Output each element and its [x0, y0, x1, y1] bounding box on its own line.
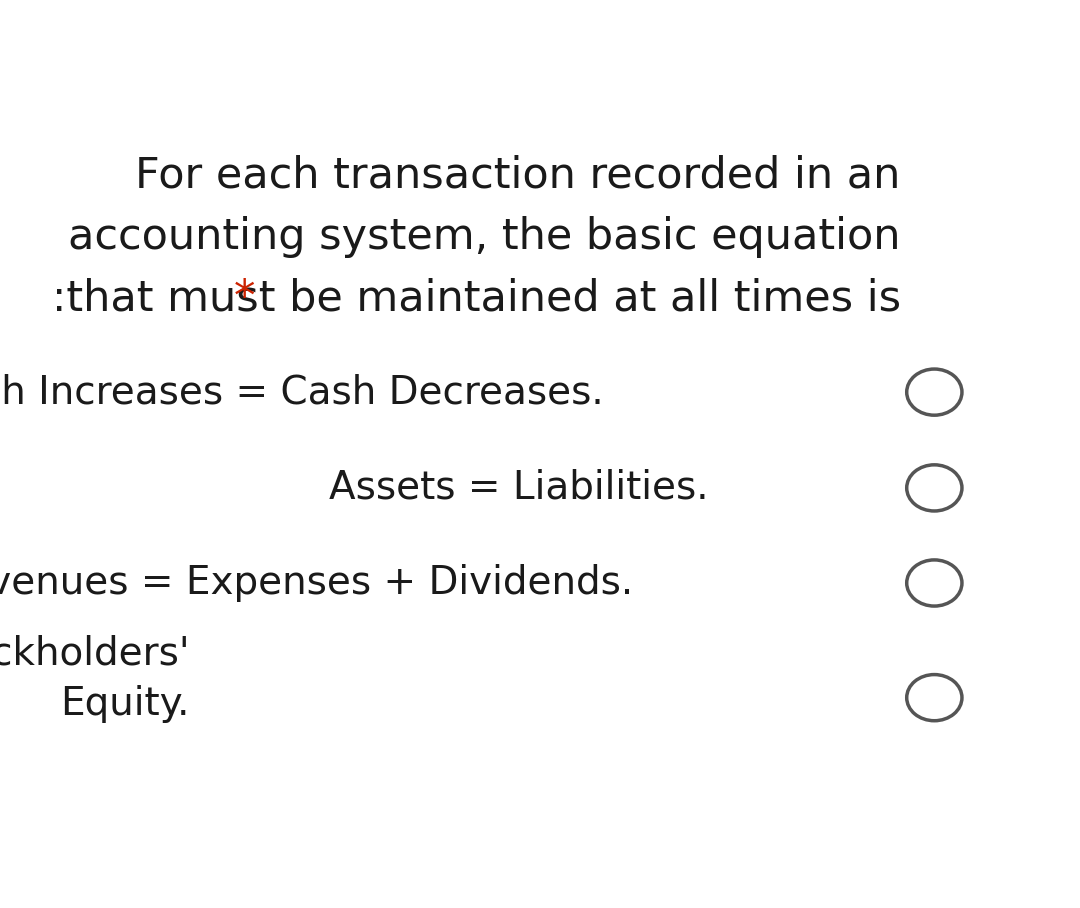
Circle shape [907, 465, 962, 511]
Text: :that must be maintained at all times is: :that must be maintained at all times is [52, 278, 901, 320]
Text: Cash Increases = Cash Decreases.: Cash Increases = Cash Decreases. [0, 373, 604, 411]
Text: Assets = Liabilities.: Assets = Liabilities. [328, 469, 708, 507]
Text: *: * [233, 278, 255, 320]
Circle shape [907, 369, 962, 415]
Text: Revenues = Expenses + Dividends.: Revenues = Expenses + Dividends. [0, 564, 633, 602]
Circle shape [907, 560, 962, 606]
Text: Assets = Liabilities + Stockholders'
Equity.: Assets = Liabilities + Stockholders' Equ… [0, 635, 189, 723]
Text: For each transaction recorded in an: For each transaction recorded in an [135, 154, 901, 196]
Circle shape [907, 675, 962, 721]
Text: accounting system, the basic equation: accounting system, the basic equation [68, 216, 901, 258]
